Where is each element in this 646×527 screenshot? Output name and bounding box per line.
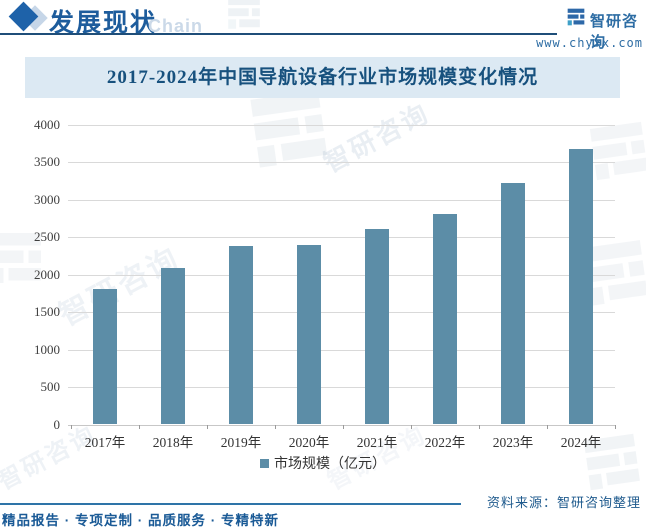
x-axis-tick-label: 2022年 [424, 435, 466, 450]
footer-tagline: 精品报告 · 专项定制 · 品质服务 · 专精特新 [2, 513, 279, 527]
x-axis-tick [71, 425, 72, 429]
x-axis-tick [343, 425, 344, 429]
x-axis-tick [479, 425, 480, 429]
bar-2024年 [569, 148, 593, 425]
bar-2018年 [161, 268, 185, 425]
gridline [68, 312, 615, 314]
bar-2022年 [433, 214, 457, 425]
bar-2023年 [501, 182, 525, 425]
header-rule [0, 33, 557, 35]
chart-legend: 市场规模（亿元） [0, 453, 646, 473]
gridline [68, 125, 615, 126]
y-axis-tick-label: 1000 [34, 341, 60, 357]
x-axis-tick-label: 2024年 [560, 435, 602, 450]
legend-swatch-icon [260, 458, 269, 468]
y-axis-tick-label: 2000 [34, 266, 60, 282]
gridline [68, 162, 615, 164]
x-axis-tick-label: 2018年 [152, 435, 194, 450]
x-axis-tick [615, 425, 616, 429]
x-axis-tick [275, 425, 276, 429]
brand-logo-icon [567, 8, 585, 26]
x-axis-tick-label: 2023年 [492, 435, 534, 450]
bar-2017年 [93, 288, 117, 425]
gridline [68, 349, 615, 351]
y-axis-tick-label: 0 [53, 416, 61, 432]
brand-name: 智研咨询 [590, 13, 639, 51]
chart-title: 2017-2024年中国导航设备行业市场规模变化情况 [25, 57, 620, 98]
legend-label: 市场规模（亿元） [274, 457, 386, 472]
bar-2020年 [297, 244, 321, 425]
x-axis-line [68, 424, 615, 426]
x-axis-tick [207, 425, 208, 429]
bar-2019年 [229, 246, 253, 425]
footer-rule [0, 503, 461, 505]
x-axis-tick-label: 2017年 [84, 435, 126, 450]
y-axis-tick-label: 4000 [34, 117, 60, 132]
y-axis-tick-label: 1500 [34, 304, 60, 320]
page-title: 发展现状 [49, 9, 158, 37]
y-axis-tick-label: 3500 [34, 154, 60, 170]
x-axis-tick [547, 425, 548, 429]
x-axis-tick-label: 2020年 [288, 435, 330, 450]
gridline [68, 274, 615, 276]
x-axis-tick-label: 2021年 [356, 435, 398, 450]
chain-watermark: Chain [148, 16, 204, 36]
x-axis-tick [411, 425, 412, 429]
website-link[interactable]: www.chyxx.com [536, 36, 643, 50]
bar-2021年 [365, 229, 389, 425]
y-axis-tick-label: 2500 [34, 229, 60, 245]
gridline [68, 387, 615, 389]
x-axis-tick-label: 2019年 [220, 435, 262, 450]
gridline [68, 199, 615, 201]
data-source-note: 资料来源：智研咨询整理 [486, 495, 641, 510]
y-axis-tick-label: 3000 [34, 191, 60, 207]
gridline [68, 237, 615, 239]
x-axis-tick [139, 425, 140, 429]
y-axis-tick-label: 500 [40, 379, 61, 395]
